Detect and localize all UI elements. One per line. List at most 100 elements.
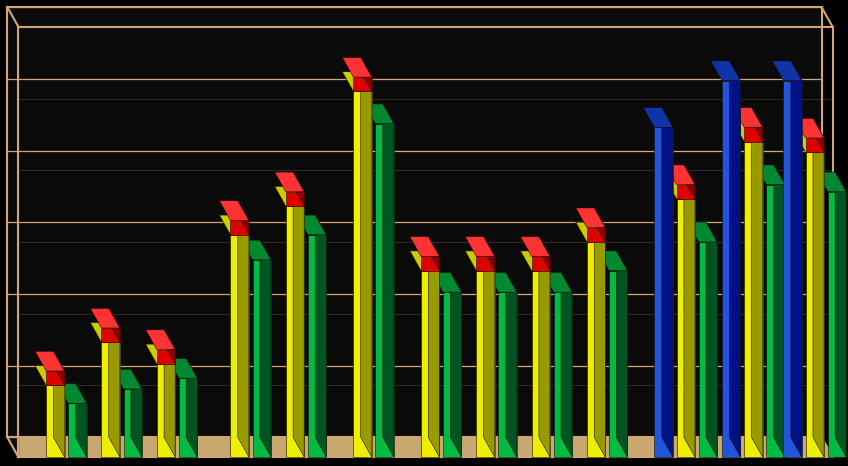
Polygon shape [220, 201, 248, 220]
Polygon shape [711, 61, 740, 81]
Polygon shape [113, 369, 142, 389]
Polygon shape [242, 240, 271, 260]
Bar [477, 271, 494, 457]
Polygon shape [164, 330, 176, 364]
Polygon shape [756, 165, 784, 185]
Polygon shape [237, 201, 248, 235]
Bar [231, 235, 248, 457]
Polygon shape [146, 330, 176, 350]
Polygon shape [131, 369, 142, 457]
Polygon shape [360, 57, 371, 91]
Polygon shape [795, 133, 824, 152]
Polygon shape [817, 172, 846, 192]
Polygon shape [343, 57, 371, 77]
Polygon shape [773, 165, 784, 457]
Bar [443, 292, 461, 457]
Polygon shape [684, 165, 695, 199]
Bar [722, 81, 740, 457]
Polygon shape [360, 72, 371, 457]
Polygon shape [773, 61, 802, 81]
Polygon shape [297, 215, 326, 235]
Polygon shape [450, 273, 461, 457]
Polygon shape [751, 108, 762, 142]
Bar [354, 91, 371, 457]
Bar [609, 271, 628, 457]
Polygon shape [616, 251, 628, 457]
Polygon shape [8, 7, 19, 457]
Polygon shape [466, 237, 494, 256]
Bar [499, 292, 516, 457]
Polygon shape [35, 366, 64, 385]
Bar [124, 389, 142, 457]
Bar [253, 260, 271, 457]
Polygon shape [293, 186, 304, 457]
Bar [354, 77, 371, 91]
Polygon shape [237, 215, 248, 457]
Bar [699, 242, 717, 457]
Bar [587, 242, 605, 457]
Polygon shape [146, 344, 176, 364]
Polygon shape [505, 273, 516, 457]
Polygon shape [466, 251, 494, 271]
Polygon shape [791, 61, 802, 457]
Polygon shape [598, 251, 628, 271]
Polygon shape [666, 179, 695, 199]
Bar [102, 328, 120, 343]
Polygon shape [576, 222, 605, 242]
Polygon shape [835, 172, 846, 457]
Polygon shape [8, 7, 822, 437]
Polygon shape [644, 108, 672, 127]
Polygon shape [521, 237, 550, 256]
Polygon shape [164, 344, 176, 457]
Bar [477, 256, 494, 271]
Polygon shape [594, 208, 605, 242]
Polygon shape [795, 118, 824, 138]
Polygon shape [220, 215, 248, 235]
Polygon shape [382, 104, 393, 457]
Bar [767, 185, 784, 457]
Polygon shape [57, 384, 86, 403]
Bar [286, 206, 304, 457]
Polygon shape [75, 384, 86, 457]
Polygon shape [275, 172, 304, 192]
Polygon shape [483, 237, 494, 271]
Polygon shape [539, 237, 550, 271]
Polygon shape [684, 179, 695, 457]
Bar [677, 185, 695, 199]
Polygon shape [343, 72, 371, 91]
Polygon shape [483, 251, 494, 457]
Polygon shape [410, 251, 439, 271]
Polygon shape [187, 358, 198, 457]
Polygon shape [260, 240, 271, 457]
Polygon shape [813, 133, 824, 457]
Polygon shape [666, 165, 695, 185]
Polygon shape [410, 237, 439, 256]
Bar [308, 235, 326, 457]
Bar [784, 81, 802, 457]
Polygon shape [688, 222, 717, 242]
Polygon shape [729, 61, 740, 457]
Polygon shape [488, 273, 516, 292]
Polygon shape [293, 172, 304, 206]
Bar [46, 371, 64, 385]
Bar [745, 142, 762, 457]
Polygon shape [53, 366, 64, 457]
Polygon shape [428, 251, 439, 457]
Polygon shape [275, 186, 304, 206]
Bar [421, 256, 439, 271]
Polygon shape [8, 437, 833, 457]
Polygon shape [521, 251, 550, 271]
Polygon shape [733, 122, 762, 142]
Polygon shape [91, 322, 120, 343]
Bar [806, 138, 824, 152]
Bar [179, 378, 198, 457]
Bar [376, 123, 393, 457]
Polygon shape [539, 251, 550, 457]
Polygon shape [594, 222, 605, 457]
Polygon shape [661, 108, 672, 457]
Bar [157, 364, 176, 457]
Polygon shape [35, 351, 64, 371]
Polygon shape [561, 273, 572, 457]
Bar [806, 152, 824, 457]
Bar [46, 385, 64, 457]
